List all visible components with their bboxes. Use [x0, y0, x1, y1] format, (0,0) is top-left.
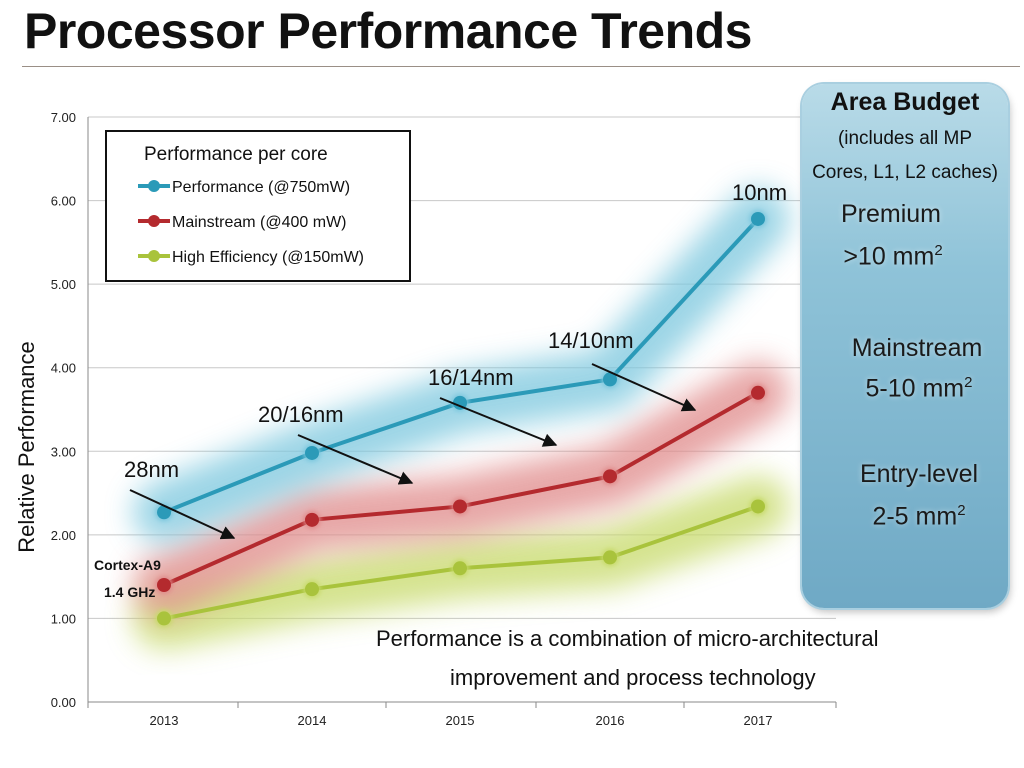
data-point [305, 445, 319, 460]
area-budget-subtitle-2: Cores, L1, L2 caches) [812, 162, 998, 183]
x-tick-label: 2017 [744, 713, 773, 728]
process-arrow [297, 434, 414, 485]
process-node-label: 10nm [732, 180, 787, 205]
tier-entry-name: Entry-level [859, 460, 979, 488]
data-point [453, 561, 467, 576]
process-node-label: 20/16nm [258, 402, 344, 427]
legend-swatch-dot [148, 250, 160, 262]
data-point [157, 611, 171, 626]
data-point [305, 512, 319, 527]
legend-entry: Performance (@750mW) [172, 179, 350, 196]
y-tick-label: 6.00 [51, 194, 76, 209]
legend-entry: High Efficiency (@150mW) [172, 249, 364, 266]
tier-premium-size: >10 mm2 [843, 242, 943, 271]
process-node-label: 16/14nm [428, 365, 514, 390]
x-tick-label: 2016 [596, 713, 625, 728]
x-tick-label: 2015 [446, 713, 475, 728]
y-axis-title: Relative Performance [14, 341, 39, 553]
y-tick-label: 3.00 [51, 444, 76, 459]
tier-mainstream-name: Mainstream [851, 334, 983, 362]
baseline-clock-label: 1.4 GHz [104, 584, 155, 600]
tier-entry-size: 2-5 mm2 [872, 502, 966, 531]
data-point [157, 578, 171, 592]
y-tick-label: 5.00 [51, 277, 76, 292]
data-point [603, 372, 617, 387]
data-point [603, 550, 617, 565]
area-budget-title: Area Budget [830, 88, 980, 116]
data-point [453, 499, 467, 514]
data-point [751, 385, 765, 400]
legend-entry: Mainstream (@400 mW) [172, 214, 347, 231]
y-tick-label: 7.00 [51, 110, 76, 125]
x-tick-label: 2013 [150, 713, 179, 728]
data-point [453, 395, 467, 410]
y-tick-label: 1.00 [51, 611, 76, 626]
data-point [751, 499, 765, 514]
note-line-2: improvement and process technology [450, 665, 816, 690]
legend-swatch-dot [148, 180, 160, 192]
y-tick-label: 2.00 [51, 528, 76, 543]
baseline-core-label: Cortex-A9 [94, 557, 161, 573]
data-point [751, 211, 765, 226]
x-tick-label: 2014 [298, 713, 327, 728]
note-line-1: Performance is a combination of micro-ar… [376, 626, 879, 651]
process-node-label: 14/10nm [548, 328, 634, 353]
area-budget-subtitle-1: (includes all MP [837, 128, 973, 149]
tier-premium-name: Premium [840, 200, 941, 228]
page-title: Processor Performance Trends [24, 3, 753, 59]
legend-title: Performance per core [144, 144, 328, 165]
process-arrow [439, 397, 558, 447]
y-tick-label: 0.00 [51, 695, 76, 710]
data-point [157, 505, 171, 520]
process-arrow [591, 363, 697, 412]
title-divider [22, 66, 1020, 67]
process-node-label: 28nm [124, 457, 179, 482]
data-point [603, 469, 617, 484]
tier-mainstream-size: 5-10 mm2 [865, 374, 973, 403]
area-budget-panel: Area Budget (includes all MP Cores, L1, … [802, 84, 1008, 608]
data-point [305, 582, 319, 597]
y-tick-label: 4.00 [51, 361, 76, 376]
legend-swatch-dot [148, 215, 160, 227]
process-arrow [129, 489, 236, 540]
